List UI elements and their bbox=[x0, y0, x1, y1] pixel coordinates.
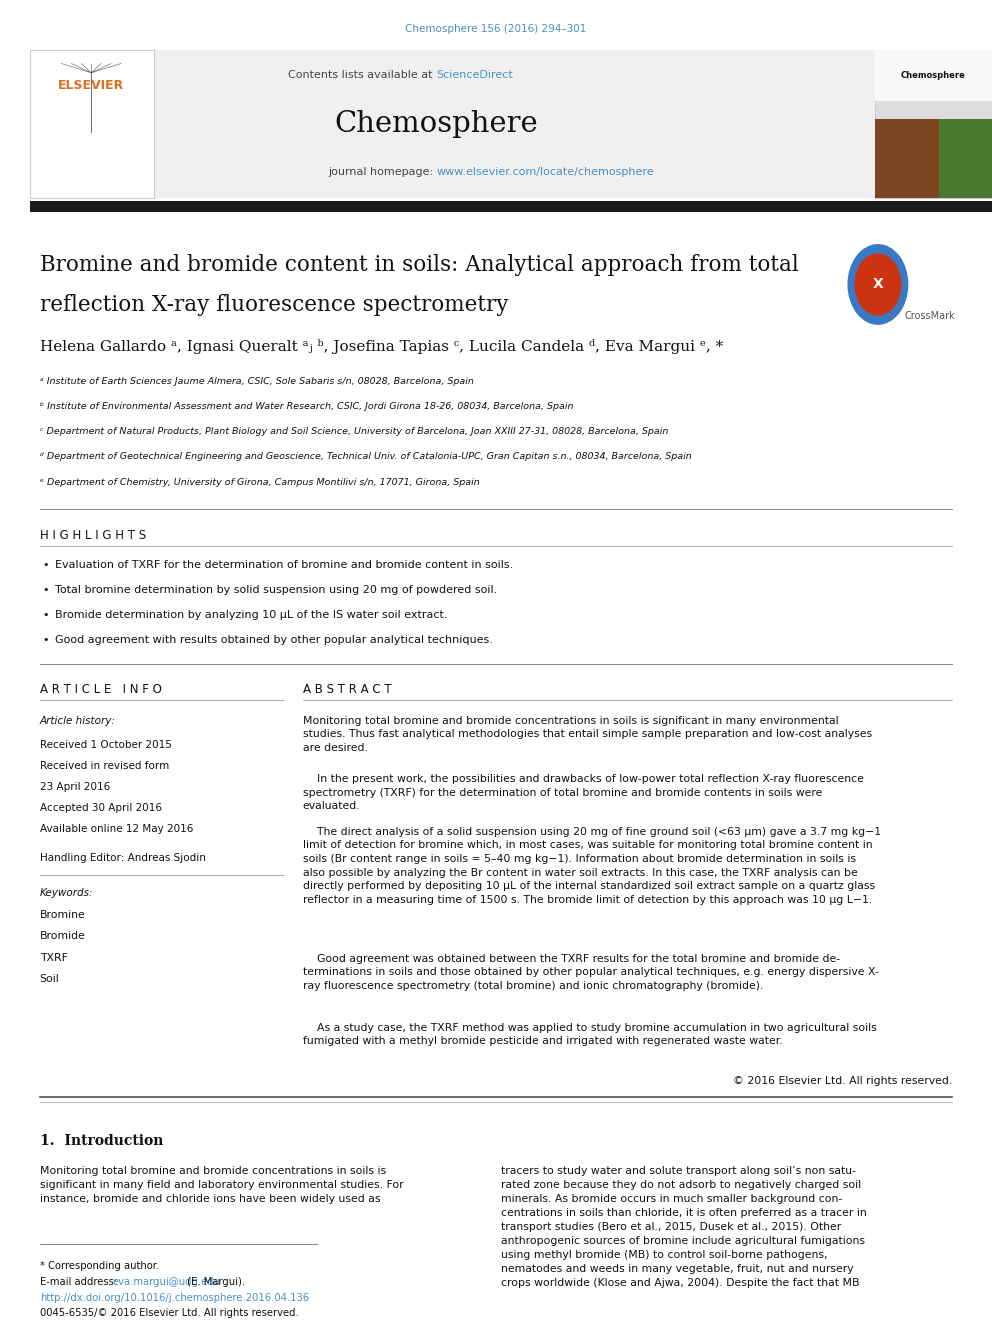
Text: •: • bbox=[43, 585, 50, 595]
Text: © 2016 Elsevier Ltd. All rights reserved.: © 2016 Elsevier Ltd. All rights reserved… bbox=[733, 1076, 952, 1086]
Text: Bromide: Bromide bbox=[40, 931, 85, 942]
FancyBboxPatch shape bbox=[875, 50, 992, 198]
Text: Total bromine determination by solid suspension using 20 mg of powdered soil.: Total bromine determination by solid sus… bbox=[55, 585, 497, 595]
Text: Received in revised form: Received in revised form bbox=[40, 761, 169, 771]
Text: 23 April 2016: 23 April 2016 bbox=[40, 782, 110, 792]
Text: ᵉ Department of Chemistry, University of Girona, Campus Montilivi s/n, 17071, Gi: ᵉ Department of Chemistry, University of… bbox=[40, 478, 479, 487]
Text: www.elsevier.com/locate/chemosphere: www.elsevier.com/locate/chemosphere bbox=[436, 167, 654, 177]
Text: Helena Gallardo ᵃ, Ignasi Queralt ᵃⱼ ᵇ, Josefina Tapias ᶜ, Lucila Candela ᵈ, Eva: Helena Gallardo ᵃ, Ignasi Queralt ᵃⱼ ᵇ, … bbox=[40, 339, 723, 353]
Text: The direct analysis of a solid suspension using 20 mg of fine ground soil (<63 μ: The direct analysis of a solid suspensio… bbox=[303, 827, 881, 905]
FancyBboxPatch shape bbox=[30, 50, 154, 198]
Text: * Corresponding author.: * Corresponding author. bbox=[40, 1261, 159, 1271]
FancyBboxPatch shape bbox=[875, 119, 939, 198]
Text: (E. Margui).: (E. Margui). bbox=[184, 1277, 245, 1287]
Text: Keywords:: Keywords: bbox=[40, 888, 93, 898]
Text: Evaluation of TXRF for the determination of bromine and bromide content in soils: Evaluation of TXRF for the determination… bbox=[55, 560, 513, 570]
Text: Bromine: Bromine bbox=[40, 910, 85, 921]
FancyBboxPatch shape bbox=[875, 50, 992, 101]
Text: Good agreement with results obtained by other popular analytical techniques.: Good agreement with results obtained by … bbox=[55, 635, 492, 646]
Text: 0045-6535/© 2016 Elsevier Ltd. All rights reserved.: 0045-6535/© 2016 Elsevier Ltd. All right… bbox=[40, 1308, 299, 1319]
Text: Soil: Soil bbox=[40, 974, 60, 984]
Text: •: • bbox=[43, 635, 50, 646]
Text: Bromide determination by analyzing 10 μL of the IS water soil extract.: Bromide determination by analyzing 10 μL… bbox=[55, 610, 447, 620]
Text: Available online 12 May 2016: Available online 12 May 2016 bbox=[40, 824, 193, 835]
Text: journal homepage:: journal homepage: bbox=[327, 167, 436, 177]
Text: H I G H L I G H T S: H I G H L I G H T S bbox=[40, 529, 146, 542]
Circle shape bbox=[848, 245, 908, 324]
Text: Accepted 30 April 2016: Accepted 30 April 2016 bbox=[40, 803, 162, 814]
Text: eva.margui@udg.edu: eva.margui@udg.edu bbox=[112, 1277, 220, 1287]
Text: http://dx.doi.org/10.1016/j.chemosphere.2016.04.136: http://dx.doi.org/10.1016/j.chemosphere.… bbox=[40, 1293, 309, 1303]
Text: Monitoring total bromine and bromide concentrations in soils is significant in m: Monitoring total bromine and bromide con… bbox=[303, 716, 872, 753]
Text: •: • bbox=[43, 610, 50, 620]
Text: Contents lists available at: Contents lists available at bbox=[289, 70, 436, 81]
Text: CrossMark: CrossMark bbox=[905, 311, 955, 321]
Text: •: • bbox=[43, 560, 50, 570]
Text: ᵇ Institute of Environmental Assessment and Water Research, CSIC, Jordi Girona 1: ᵇ Institute of Environmental Assessment … bbox=[40, 402, 573, 411]
Text: ᶜ Department of Natural Products, Plant Biology and Soil Science, University of : ᶜ Department of Natural Products, Plant … bbox=[40, 427, 668, 437]
Text: E-mail address:: E-mail address: bbox=[40, 1277, 120, 1287]
Text: ELSEVIER: ELSEVIER bbox=[59, 79, 124, 93]
Text: Chemosphere: Chemosphere bbox=[901, 71, 966, 79]
Text: X: X bbox=[873, 278, 883, 291]
Text: Chemosphere: Chemosphere bbox=[334, 110, 539, 139]
Text: 1.  Introduction: 1. Introduction bbox=[40, 1134, 163, 1148]
Text: A B S T R A C T: A B S T R A C T bbox=[303, 683, 391, 696]
FancyBboxPatch shape bbox=[939, 119, 992, 198]
Text: Handling Editor: Andreas Sjodin: Handling Editor: Andreas Sjodin bbox=[40, 853, 205, 864]
Text: In the present work, the possibilities and drawbacks of low-power total reflecti: In the present work, the possibilities a… bbox=[303, 774, 863, 811]
Text: Article history:: Article history: bbox=[40, 716, 115, 726]
Text: Good agreement was obtained between the TXRF results for the total bromine and b: Good agreement was obtained between the … bbox=[303, 954, 879, 991]
Text: ᵈ Department of Geotechnical Engineering and Geoscience, Technical Univ. of Cata: ᵈ Department of Geotechnical Engineering… bbox=[40, 452, 691, 462]
Text: A R T I C L E   I N F O: A R T I C L E I N F O bbox=[40, 683, 162, 696]
Text: ᵃ Institute of Earth Sciences Jaume Almera, CSIC, Sole Sabaris s/n, 08028, Barce: ᵃ Institute of Earth Sciences Jaume Alme… bbox=[40, 377, 473, 386]
Text: Monitoring total bromine and bromide concentrations in soils is
significant in m: Monitoring total bromine and bromide con… bbox=[40, 1166, 404, 1204]
Text: Received 1 October 2015: Received 1 October 2015 bbox=[40, 740, 172, 750]
Text: Chemosphere 156 (2016) 294–301: Chemosphere 156 (2016) 294–301 bbox=[406, 24, 586, 34]
Text: TXRF: TXRF bbox=[40, 953, 67, 963]
FancyBboxPatch shape bbox=[30, 201, 992, 212]
Circle shape bbox=[855, 254, 901, 315]
Text: As a study case, the TXRF method was applied to study bromine accumulation in tw: As a study case, the TXRF method was app… bbox=[303, 1023, 876, 1046]
Text: Bromine and bromide content in soils: Analytical approach from total: Bromine and bromide content in soils: An… bbox=[40, 254, 799, 277]
FancyBboxPatch shape bbox=[154, 50, 875, 198]
Text: reflection X-ray fluorescence spectrometry: reflection X-ray fluorescence spectromet… bbox=[40, 294, 508, 316]
Text: tracers to study water and solute transport along soil’s non satu-
rated zone be: tracers to study water and solute transp… bbox=[501, 1166, 867, 1287]
Text: ScienceDirect: ScienceDirect bbox=[436, 70, 513, 81]
